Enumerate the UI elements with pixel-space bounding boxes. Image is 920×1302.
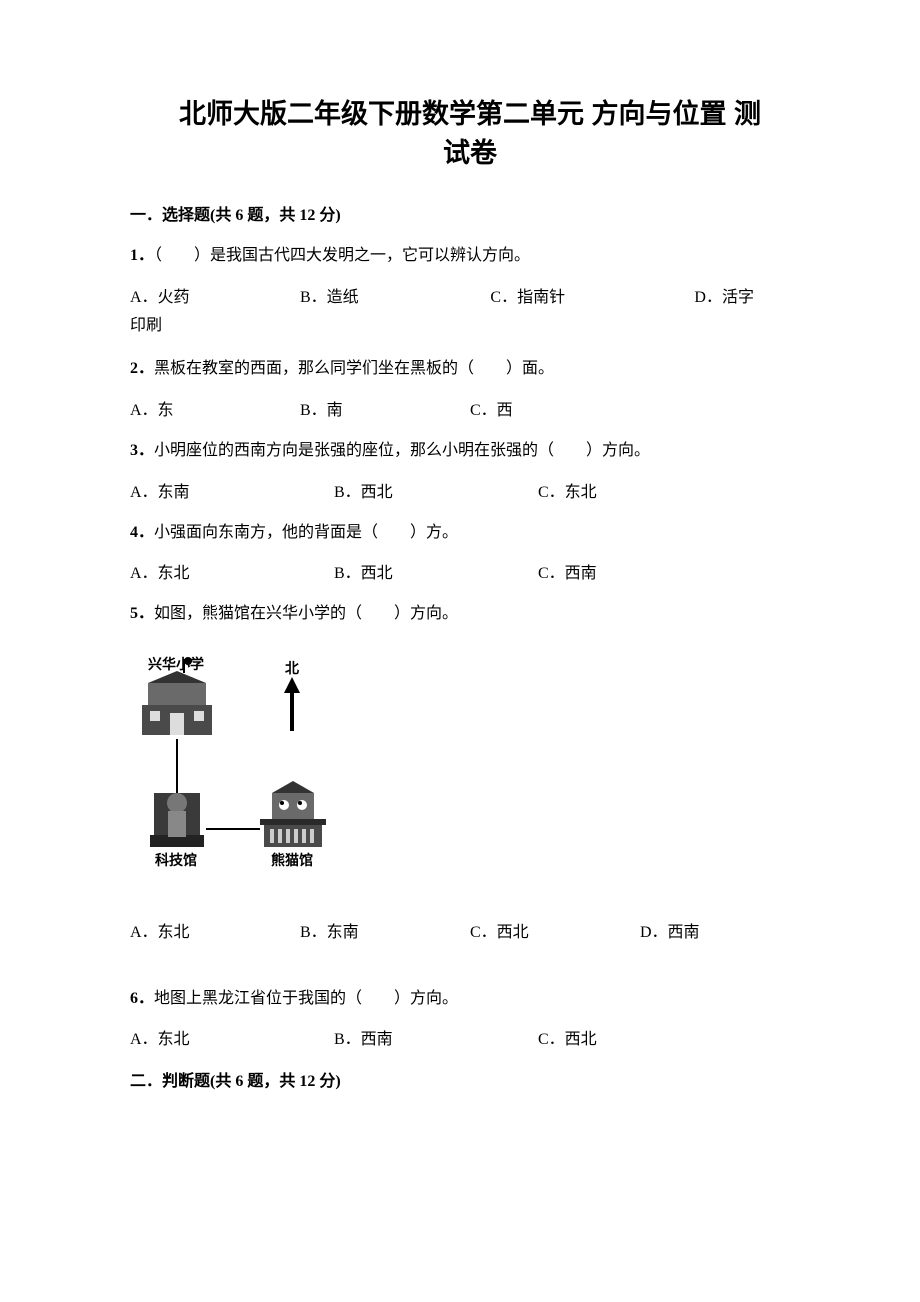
q5-option-b[interactable]: B．东南 xyxy=(300,918,470,942)
q1-text: （ ）是我国古代四大发明之一，它可以辨认方向。 xyxy=(154,247,530,264)
q5-diagram: 兴华小学 北 xyxy=(124,653,810,888)
section-2-label: 二．判断题 xyxy=(130,1073,210,1090)
q6-text: 地图上黑龙江省位于我国的（ ）方向。 xyxy=(154,990,458,1007)
q6-stem: 6．地图上黑龙江省位于我国的（ ）方向。 xyxy=(130,986,810,1012)
q4-option-b[interactable]: B．西北 xyxy=(334,559,538,583)
q5-options: A．东北 B．东南 C．西北 D．西南 xyxy=(130,918,810,942)
q2-options: A．东 B．南 C．西 xyxy=(130,396,640,420)
page: 北师大版二年级下册数学第二单元 方向与位置 测 试卷 一．选择题(共 6 题，共… xyxy=(0,0,920,1302)
q6-options: A．东北 B．西南 C．西北 xyxy=(130,1025,742,1049)
section-1-meta: (共 6 题，共 12 分) xyxy=(210,207,341,224)
north-arrow-icon xyxy=(284,677,300,731)
section-2-heading: 二．判断题(共 6 题，共 12 分) xyxy=(130,1067,810,1091)
q4-number: 4． xyxy=(130,524,154,541)
q6-number: 6． xyxy=(130,990,154,1007)
q1-options: A．火药 B．造纸 C．指南针 D．活字 xyxy=(130,283,810,307)
q1-option-a[interactable]: A．火药 xyxy=(130,283,300,307)
q2-text: 黑板在教室的西面，那么同学们坐在黑板的（ ）面。 xyxy=(154,360,554,377)
q6-option-c[interactable]: C．西北 xyxy=(538,1025,742,1049)
tech-museum-icon xyxy=(150,793,204,847)
section-1-label: 一．选择题 xyxy=(130,207,210,224)
q5-option-d[interactable]: D．西南 xyxy=(640,918,810,942)
q4-option-c[interactable]: C．西南 xyxy=(538,559,742,583)
q2-option-c[interactable]: C．西 xyxy=(470,396,640,420)
diagram-label-north: 北 xyxy=(285,660,299,676)
title-line-1: 北师大版二年级下册数学第二单元 方向与位置 测 xyxy=(179,99,761,129)
q2-number: 2． xyxy=(130,360,154,377)
q4-text: 小强面向东南方，他的背面是（ ）方。 xyxy=(154,524,458,541)
section-1-heading: 一．选择题(共 6 题，共 12 分) xyxy=(130,201,810,225)
q1-option-d-wrap: 印刷 xyxy=(130,313,810,339)
q6-option-b[interactable]: B．西南 xyxy=(334,1025,538,1049)
q6-option-a[interactable]: A．东北 xyxy=(130,1025,334,1049)
q2-option-b[interactable]: B．南 xyxy=(300,396,470,420)
q4-option-a[interactable]: A．东北 xyxy=(130,559,334,583)
q5-stem: 5．如图，熊猫馆在兴华小学的（ ）方向。 xyxy=(130,601,810,627)
q3-number: 3． xyxy=(130,442,154,459)
q2-option-a[interactable]: A．东 xyxy=(130,396,300,420)
q3-stem: 3．小明座位的西南方向是张强的座位，那么小明在张强的（ ）方向。 xyxy=(130,438,810,464)
q3-option-c[interactable]: C．东北 xyxy=(538,478,742,502)
q1-option-d[interactable]: D．活字 xyxy=(694,283,810,307)
q1-option-d-head: D．活字 xyxy=(694,289,754,306)
q4-stem: 4．小强面向东南方，他的背面是（ ）方。 xyxy=(130,520,810,546)
document-title: 北师大版二年级下册数学第二单元 方向与位置 测 试卷 xyxy=(130,95,810,173)
q5-number: 5． xyxy=(130,605,154,622)
q3-text: 小明座位的西南方向是张强的座位，那么小明在张强的（ ）方向。 xyxy=(154,442,650,459)
q5-option-a[interactable]: A．东北 xyxy=(130,918,300,942)
q1-option-b[interactable]: B．造纸 xyxy=(300,283,490,307)
diagram-label-panda: 熊猫馆 xyxy=(271,852,313,868)
q3-options: A．东南 B．西北 C．东北 xyxy=(130,478,742,502)
q3-option-b[interactable]: B．西北 xyxy=(334,478,538,502)
q1-option-c[interactable]: C．指南针 xyxy=(490,283,694,307)
spacer xyxy=(130,960,810,980)
panda-hall-icon xyxy=(260,781,326,847)
diagram-label-tech: 科技馆 xyxy=(155,852,197,868)
q5-diagram-svg: 兴华小学 北 xyxy=(124,653,344,883)
q2-stem: 2．黑板在教室的西面，那么同学们坐在黑板的（ ）面。 xyxy=(130,356,810,382)
q5-option-c[interactable]: C．西北 xyxy=(470,918,640,942)
q5-text: 如图，熊猫馆在兴华小学的（ ）方向。 xyxy=(154,605,458,622)
q1-stem: 1．（ ）是我国古代四大发明之一，它可以辨认方向。 xyxy=(130,243,810,269)
section-2-meta: (共 6 题，共 12 分) xyxy=(210,1073,341,1090)
q1-option-d-tail[interactable]: 印刷 xyxy=(130,317,162,334)
q4-options: A．东北 B．西北 C．西南 xyxy=(130,559,742,583)
title-line-2: 试卷 xyxy=(443,138,497,168)
diagram-label-school: 兴华小学 xyxy=(148,656,204,672)
q3-option-a[interactable]: A．东南 xyxy=(130,478,334,502)
q1-number: 1． xyxy=(130,247,154,264)
